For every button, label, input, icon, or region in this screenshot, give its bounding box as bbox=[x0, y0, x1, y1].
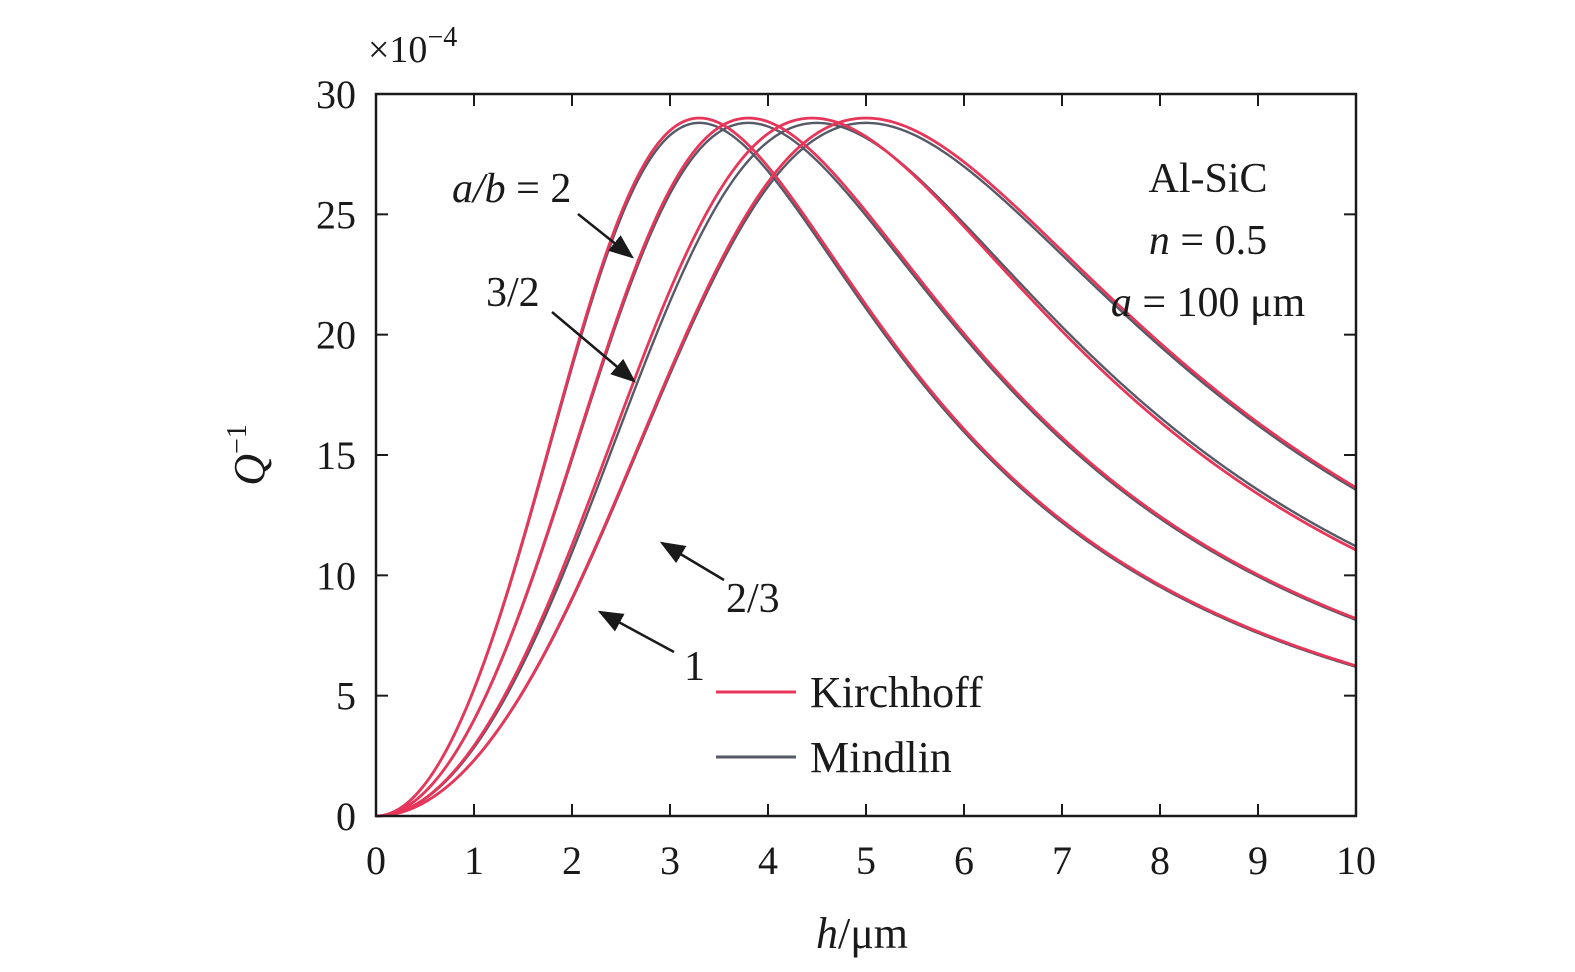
y-scale-factor: ×10−4 bbox=[368, 22, 457, 71]
label-ab-2: a/b = 2 bbox=[452, 166, 571, 212]
info-box: Al-SiC n = 0.5 a = 100 μm bbox=[1111, 156, 1306, 326]
x-tick-label-1: 1 bbox=[464, 838, 484, 883]
legend: Kirchhoff Mindlin bbox=[716, 668, 983, 782]
curve-kirchhoff-ab-1 bbox=[375, 116, 1357, 818]
y-tick-label-1: 5 bbox=[336, 674, 356, 719]
x-tick-label-9: 9 bbox=[1248, 838, 1268, 883]
curves bbox=[375, 116, 1357, 818]
arrow-ab-3-2 bbox=[551, 311, 636, 383]
curve-kirchhoff-ab-3-2 bbox=[375, 116, 1357, 818]
y-tick-label-0: 0 bbox=[336, 794, 356, 839]
y-tick-label-2: 10 bbox=[316, 553, 356, 598]
x-axis-title: h/μm bbox=[816, 909, 908, 958]
label-ab-2-3: 2/3 bbox=[726, 576, 780, 622]
arrow-ab-1 bbox=[597, 610, 675, 654]
x-tick-label-5: 5 bbox=[856, 838, 876, 883]
material-label: Al-SiC bbox=[1148, 156, 1267, 202]
x-axis-ticks: 0 1 2 3 4 5 6 7 8 9 10 bbox=[366, 94, 1376, 883]
y-tick-label-4: 20 bbox=[316, 313, 356, 358]
a-parameter-label: a = 100 μm bbox=[1111, 280, 1306, 326]
x-tick-label-4: 4 bbox=[758, 838, 778, 883]
legend-label-mindlin: Mindlin bbox=[810, 733, 952, 782]
n-parameter-label: n = 0.5 bbox=[1149, 218, 1267, 264]
curve-kirchhoff-ab-2-3 bbox=[375, 116, 1357, 818]
legend-label-kirchhoff: Kirchhoff bbox=[810, 668, 983, 717]
label-ab-3-2: 3/2 bbox=[486, 270, 540, 316]
y-tick-label-6: 30 bbox=[316, 72, 356, 117]
x-tick-label-8: 8 bbox=[1150, 838, 1170, 883]
y-tick-label-3: 15 bbox=[316, 433, 356, 478]
arrow-ab-2-3 bbox=[659, 541, 725, 582]
x-tick-label-2: 2 bbox=[562, 838, 582, 883]
x-tick-label-10: 10 bbox=[1336, 838, 1376, 883]
series-annotations: a/b = 2 3/2 2/3 1 bbox=[452, 166, 780, 690]
x-tick-label-3: 3 bbox=[660, 838, 680, 883]
x-tick-label-0: 0 bbox=[366, 838, 386, 883]
plot-frame bbox=[374, 92, 1358, 818]
label-ab-1: 1 bbox=[684, 644, 705, 690]
y-tick-label-5: 25 bbox=[316, 192, 356, 237]
y-axis-title: Q−1 bbox=[222, 424, 274, 486]
x-tick-label-7: 7 bbox=[1052, 838, 1072, 883]
curve-kirchhoff-ab-2 bbox=[375, 116, 1357, 818]
x-tick-label-6: 6 bbox=[954, 838, 974, 883]
arrow-ab-2 bbox=[577, 213, 634, 259]
y-axis-ticks: 0 5 10 15 20 25 30 bbox=[316, 72, 1356, 839]
